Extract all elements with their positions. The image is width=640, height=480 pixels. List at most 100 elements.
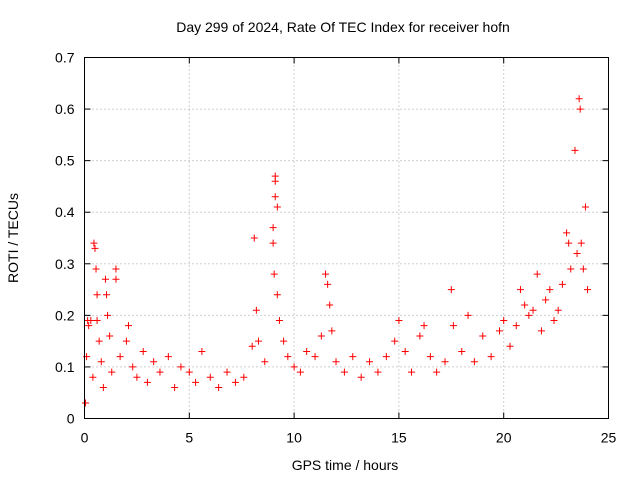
data-point (206, 373, 214, 381)
data-point (290, 363, 298, 371)
data-point (447, 286, 455, 294)
y-axis-label: ROTI / TECUs (5, 193, 21, 283)
data-point (112, 265, 120, 273)
y-tick-label: 0.2 (55, 307, 75, 323)
data-point (198, 347, 206, 355)
data-point (374, 368, 382, 376)
data-point (104, 311, 112, 319)
data-point (91, 244, 99, 252)
data-point (576, 105, 584, 113)
data-point (546, 286, 554, 294)
data-point (579, 265, 587, 273)
data-point (156, 368, 164, 376)
data-point (470, 358, 478, 366)
data-point (106, 332, 114, 340)
data-point (92, 265, 100, 273)
data-point (577, 239, 585, 247)
data-point (185, 368, 193, 376)
data-point (177, 363, 185, 371)
data-point (506, 342, 514, 350)
data-point (571, 146, 579, 154)
data-point (558, 280, 566, 288)
data-point (328, 327, 336, 335)
grid-lines (84, 57, 609, 419)
data-point (93, 291, 101, 299)
data-point (97, 358, 105, 366)
data-point (554, 306, 562, 314)
x-tick-label: 20 (496, 430, 512, 446)
data-point (85, 322, 93, 330)
data-point (252, 306, 260, 314)
data-point (464, 311, 472, 319)
data-point (391, 337, 399, 345)
data-point (407, 368, 415, 376)
data-point (487, 353, 495, 361)
data-point (496, 327, 504, 335)
data-point (441, 358, 449, 366)
data-point (231, 378, 239, 386)
data-point (108, 368, 116, 376)
data-point (99, 384, 107, 392)
data-point (125, 322, 133, 330)
data-point (275, 317, 283, 325)
data-point (129, 363, 137, 371)
data-point (280, 337, 288, 345)
data-point (82, 399, 90, 407)
data-point (271, 193, 279, 201)
data-point (273, 203, 281, 211)
data-point (420, 322, 428, 330)
y-tick-label: 0.1 (55, 359, 75, 375)
x-tick-label: 15 (391, 430, 407, 446)
data-point (248, 342, 256, 350)
data-point (357, 373, 365, 381)
data-point (90, 239, 98, 247)
data-point (324, 280, 332, 288)
data-point (529, 306, 537, 314)
data-point (458, 347, 466, 355)
data-point (550, 317, 558, 325)
y-tick-label: 0.3 (55, 256, 75, 272)
y-tick-label: 0 (67, 411, 75, 427)
data-point (103, 291, 111, 299)
data-point (269, 239, 277, 247)
chart-title: Day 299 of 2024, Rate Of TEC Index for r… (176, 19, 510, 35)
data-point (433, 368, 441, 376)
data-point (416, 332, 424, 340)
x-tick-label: 10 (286, 430, 302, 446)
data-point (542, 296, 550, 304)
data-point (250, 234, 258, 242)
data-point (296, 368, 304, 376)
data-point (563, 229, 571, 237)
data-point (270, 270, 278, 278)
data-point (395, 317, 403, 325)
data-point (521, 301, 529, 309)
data-point (150, 358, 158, 366)
data-point (171, 384, 179, 392)
data-point (261, 358, 269, 366)
axis-ticks (84, 57, 609, 419)
data-point (525, 311, 533, 319)
data-point (500, 317, 508, 325)
data-point (254, 337, 262, 345)
data-point (382, 353, 390, 361)
data-point (537, 327, 545, 335)
x-axis-label: GPS time / hours (292, 457, 399, 473)
data-point (139, 347, 147, 355)
data-point (122, 337, 130, 345)
data-point (89, 373, 97, 381)
data-point (567, 265, 575, 273)
data-point (269, 224, 277, 232)
data-point (116, 353, 124, 361)
data-point (273, 291, 281, 299)
data-point (565, 239, 573, 247)
y-tick-label: 0.7 (55, 50, 75, 66)
x-tick-label: 5 (185, 430, 193, 446)
data-point (101, 275, 109, 283)
plot-frame (84, 57, 609, 419)
data-point (317, 332, 325, 340)
data-point (581, 203, 589, 211)
data-point (516, 286, 524, 294)
data-point (303, 347, 311, 355)
data-point (284, 353, 292, 361)
